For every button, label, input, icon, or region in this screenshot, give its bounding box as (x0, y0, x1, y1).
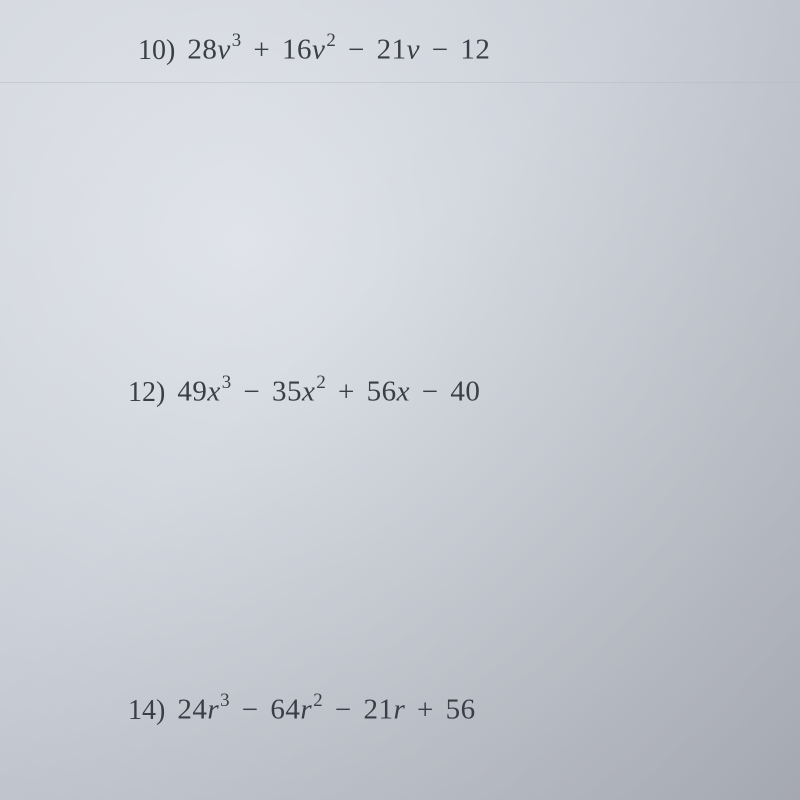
horizontal-rule (0, 82, 800, 83)
problem-14: 14) 24r3 − 64r2 − 21r + 56 (128, 692, 476, 727)
problem-number: 10) (138, 35, 175, 67)
problem-expression: 24r3 − 64r2 − 21r + 56 (177, 692, 475, 727)
worksheet-page: 10) 28v3 + 16v2 − 21v − 12 12) 49x3 − 35… (0, 0, 800, 800)
problem-10: 10) 28v3 + 16v2 − 21v − 12 (138, 32, 490, 67)
problem-expression: 28v3 + 16v2 − 21v − 12 (187, 32, 490, 67)
problem-expression: 49x3 − 35x2 + 56x − 40 (177, 374, 480, 409)
problem-12: 12) 49x3 − 35x2 + 56x − 40 (128, 374, 480, 409)
problem-number: 12) (128, 377, 165, 409)
problem-number: 14) (128, 695, 165, 727)
